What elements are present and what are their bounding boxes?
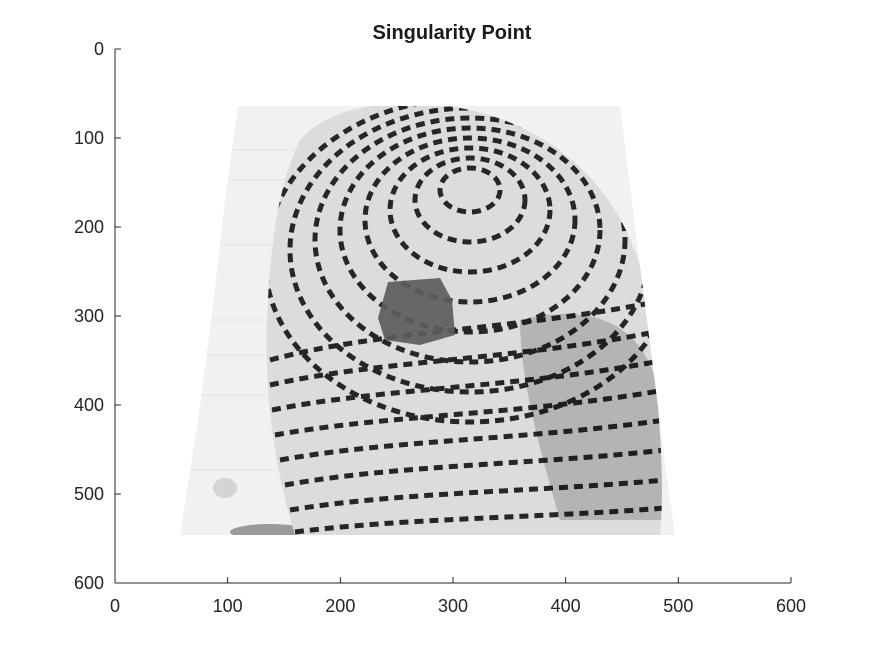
x-tick-label: 300 [438,596,468,616]
y-tick-label: 100 [74,128,104,148]
x-tick-label: 100 [213,596,243,616]
singularity-marker [378,278,455,345]
x-tick-label: 600 [776,596,806,616]
y-axis-ticks: 0 100 200 300 400 500 600 [74,39,121,593]
y-tick-label: 600 [74,573,104,593]
y-tick-label: 200 [74,217,104,237]
y-tick-label: 300 [74,306,104,326]
x-tick-label: 200 [325,596,355,616]
x-tick-label: 400 [551,596,581,616]
x-tick-label: 500 [663,596,693,616]
y-tick-label: 0 [94,39,104,59]
y-tick-label: 500 [74,484,104,504]
chart-title: Singularity Point [373,22,532,44]
x-tick-label: 0 [110,596,120,616]
fingerprint-image [180,106,675,535]
y-tick-label: 400 [74,395,104,415]
x-axis-ticks: 0 100 200 300 400 500 600 [110,577,806,616]
